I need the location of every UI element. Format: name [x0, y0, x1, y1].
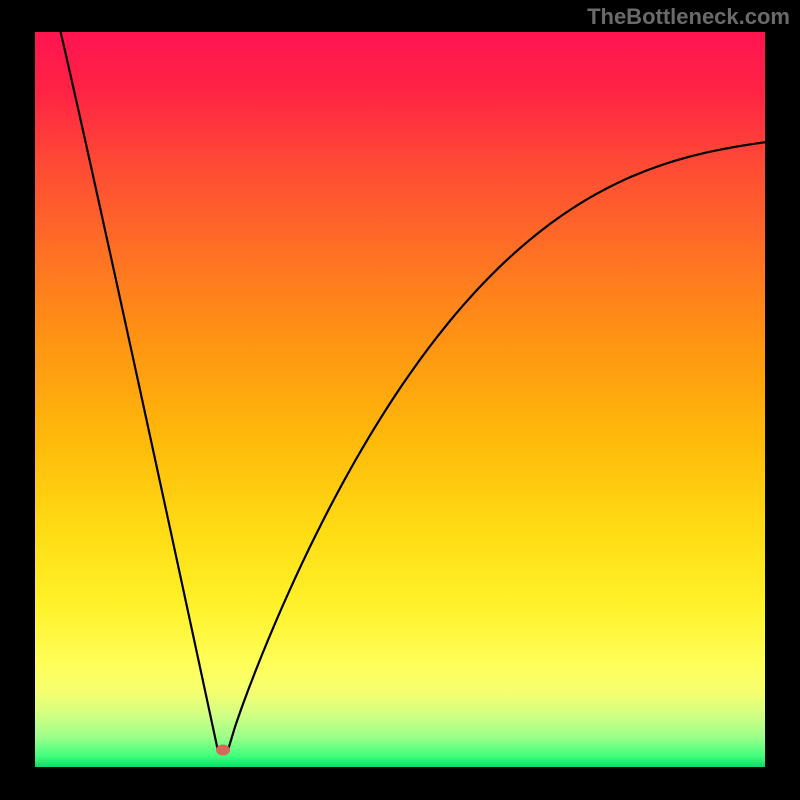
gradient-background	[35, 32, 765, 767]
watermark-text: TheBottleneck.com	[587, 4, 790, 30]
plot-area	[35, 32, 765, 767]
